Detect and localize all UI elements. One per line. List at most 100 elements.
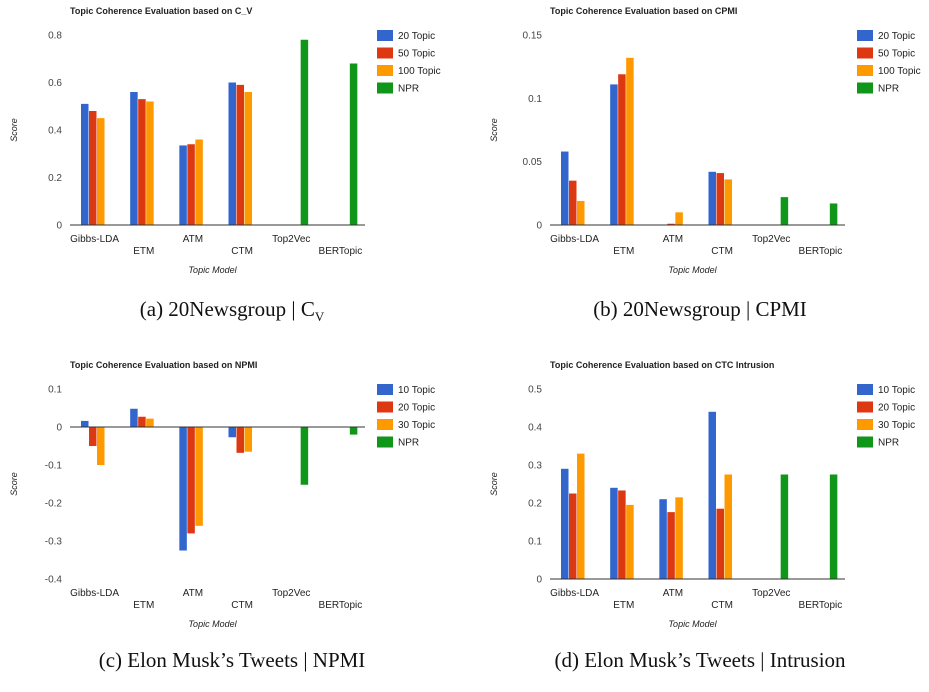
x-tick-label-bertopic: BERTopic	[799, 246, 843, 257]
chart-title: Topic Coherence Evaluation based on NPMI	[70, 360, 257, 370]
x-tick-label-ctm: CTM	[231, 246, 253, 257]
legend-label-50-topic: 50 Topic	[398, 49, 435, 60]
x-tick-label-ctm: CTM	[231, 600, 253, 611]
legend-swatch-20-topic	[857, 402, 873, 413]
x-tick-label-gibbs-lda: Gibbs-LDA	[550, 234, 599, 245]
legend-swatch-100-topic	[857, 65, 873, 76]
bar-30-topic-gibbs-lda	[97, 427, 105, 465]
caption-text: (a) 20Newsgroup | C	[140, 297, 315, 321]
legend-label-100-topic: 100 Topic	[878, 66, 921, 77]
y-tick-label: 0.15	[523, 31, 543, 42]
x-tick-label-ctm: CTM	[711, 600, 733, 611]
legend-label-30-topic: 30 Topic	[878, 420, 915, 431]
y-tick-label: 0	[536, 221, 542, 232]
chart-caption: (b) 20Newsgroup | CPMI	[480, 297, 920, 322]
chart-caption: (c) Elon Musk’s Tweets | NPMI	[0, 648, 464, 673]
legend-swatch-100-topic	[377, 65, 393, 76]
bar-10-topic-etm	[130, 409, 138, 427]
bar-20-topic-gibbs-lda	[89, 427, 97, 446]
x-axis-title: Topic Model	[188, 265, 237, 275]
y-tick-label: -0.1	[45, 461, 63, 472]
chart-caption: (d) Elon Musk’s Tweets | Intrusion	[480, 648, 920, 673]
legend-swatch-npr	[377, 437, 393, 448]
x-tick-label-gibbs-lda: Gibbs-LDA	[70, 588, 119, 599]
bar-npr-top2vec	[781, 475, 789, 580]
y-tick-label: 0.05	[523, 157, 543, 168]
legend-label-20-topic: 20 Topic	[398, 403, 435, 414]
legend-label-20-topic: 20 Topic	[398, 31, 435, 42]
y-tick-label: 0.1	[528, 537, 542, 548]
bar-50-topic-atm	[187, 144, 195, 225]
bar-10-topic-atm	[179, 427, 187, 551]
x-tick-label-bertopic: BERTopic	[799, 600, 843, 611]
bar-20-topic-atm	[179, 145, 187, 225]
x-tick-label-top2vec: Top2Vec	[272, 588, 310, 599]
chart-title: Topic Coherence Evaluation based on CPMI	[550, 6, 737, 16]
bar-20-topic-atm	[187, 427, 195, 533]
legend-swatch-npr	[377, 83, 393, 94]
bar-npr-top2vec	[301, 427, 309, 485]
legend-label-npr: NPR	[878, 84, 899, 95]
bar-10-topic-etm	[610, 488, 618, 579]
bar-50-topic-gibbs-lda	[89, 111, 97, 225]
bar-10-topic-ctm	[709, 412, 717, 579]
bar-20-topic-ctm	[237, 427, 245, 453]
x-tick-label-etm: ETM	[613, 600, 634, 611]
y-tick-label: 0.6	[48, 78, 62, 89]
bar-10-topic-gibbs-lda	[81, 421, 89, 427]
y-axis-title: Score	[9, 118, 19, 142]
legend-swatch-20-topic	[377, 402, 393, 413]
y-tick-label: 0.1	[528, 94, 542, 105]
legend-label-20-topic: 20 Topic	[878, 403, 915, 414]
bar-30-topic-gibbs-lda	[577, 454, 585, 579]
legend-swatch-20-topic	[857, 30, 873, 41]
chart-caption: (a) 20Newsgroup | CV	[0, 297, 464, 325]
chart-title: Topic Coherence Evaluation based on C_V	[70, 6, 252, 16]
y-tick-label: -0.3	[45, 537, 63, 548]
bar-100-topic-gibbs-lda	[97, 118, 105, 225]
chart-svg: Topic Coherence Evaluation based on CTC …	[480, 354, 929, 644]
legend-label-30-topic: 30 Topic	[398, 420, 435, 431]
legend-label-10-topic: 10 Topic	[878, 385, 915, 396]
y-axis-title: Score	[489, 118, 499, 142]
bar-npr-top2vec	[301, 40, 309, 225]
bar-30-topic-atm	[195, 427, 203, 526]
bar-20-topic-etm	[610, 84, 618, 225]
bar-50-topic-ctm	[237, 85, 245, 225]
bar-20-topic-gibbs-lda	[569, 494, 577, 580]
y-tick-label: 0.1	[48, 385, 62, 396]
bar-npr-bertopic	[830, 203, 838, 225]
x-axis-title: Topic Model	[188, 619, 237, 629]
y-tick-label: 0.4	[48, 126, 62, 137]
bar-100-topic-ctm	[725, 179, 733, 225]
legend-label-npr: NPR	[878, 438, 899, 449]
x-tick-label-atm: ATM	[183, 234, 203, 245]
x-tick-label-bertopic: BERTopic	[319, 246, 363, 257]
bar-20-topic-atm	[667, 512, 675, 579]
y-tick-label: -0.2	[45, 499, 63, 510]
x-tick-label-gibbs-lda: Gibbs-LDA	[550, 588, 599, 599]
y-tick-label: 0.4	[528, 423, 542, 434]
bar-10-topic-ctm	[229, 427, 237, 437]
bar-10-topic-atm	[659, 499, 667, 579]
legend-swatch-50-topic	[377, 48, 393, 59]
legend-label-50-topic: 50 Topic	[878, 49, 915, 60]
legend-swatch-10-topic	[377, 384, 393, 395]
bar-npr-bertopic	[350, 64, 358, 226]
y-tick-label: -0.4	[45, 575, 63, 586]
bar-10-topic-gibbs-lda	[561, 469, 569, 579]
caption-subscript: V	[315, 309, 324, 324]
y-tick-label: 0.5	[528, 385, 542, 396]
x-tick-label-bertopic: BERTopic	[319, 600, 363, 611]
caption-text: (d) Elon Musk’s Tweets | Intrusion	[554, 648, 845, 672]
chart-svg: Topic Coherence Evaluation based on NPMI…	[0, 354, 464, 644]
bar-30-topic-etm	[626, 505, 634, 579]
legend-swatch-10-topic	[857, 384, 873, 395]
bar-30-topic-atm	[675, 497, 683, 579]
legend-swatch-npr	[857, 83, 873, 94]
legend-label-100-topic: 100 Topic	[398, 66, 441, 77]
bar-30-topic-etm	[146, 419, 154, 427]
legend-swatch-30-topic	[857, 419, 873, 430]
bar-100-topic-atm	[195, 140, 203, 226]
legend-label-npr: NPR	[398, 438, 419, 449]
